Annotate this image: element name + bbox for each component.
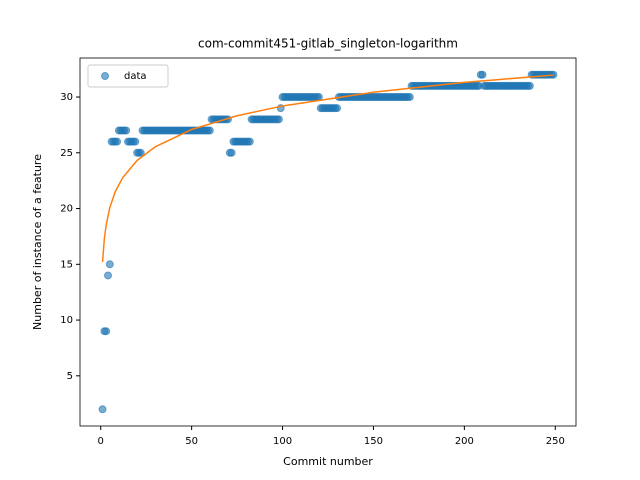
y-tick-label: 20 <box>60 204 73 215</box>
y-tick-label: 25 <box>60 148 73 159</box>
data-point <box>113 137 122 146</box>
data-point <box>478 70 487 79</box>
data-point <box>405 93 414 102</box>
x-tick-label: 250 <box>546 436 565 447</box>
x-tick-label: 0 <box>98 436 104 447</box>
y-tick-label: 10 <box>60 315 73 326</box>
data-point <box>104 271 112 280</box>
y-tick-label: 5 <box>67 371 73 382</box>
axes-frame <box>79 57 577 427</box>
x-tick-label: 200 <box>455 436 474 447</box>
y-tick-label: 30 <box>60 92 73 103</box>
x-tick-label: 50 <box>185 436 198 447</box>
data-point <box>98 405 107 414</box>
x-axis-label: Commit number <box>283 455 373 468</box>
legend-box <box>87 64 169 88</box>
chart-title: com-commit451-gitlab_singleton-logarithm <box>198 37 458 51</box>
data-point <box>333 104 342 113</box>
data-point <box>105 260 114 269</box>
fit-line <box>101 74 554 263</box>
legend-label: data <box>124 71 147 82</box>
data-point <box>274 115 283 124</box>
data-point <box>227 148 236 157</box>
y-axis-label: Number of instance of a feature <box>31 154 44 330</box>
legend-marker <box>101 72 109 80</box>
data-point <box>525 81 534 90</box>
x-tick-label: 150 <box>364 436 383 447</box>
data-point <box>102 327 111 336</box>
data-point <box>205 126 214 135</box>
data-point <box>122 126 131 135</box>
data-point <box>136 148 145 157</box>
data-point <box>131 137 140 146</box>
y-tick-label: 15 <box>60 259 73 270</box>
data-point <box>245 137 254 146</box>
x-tick-label: 100 <box>273 436 292 447</box>
